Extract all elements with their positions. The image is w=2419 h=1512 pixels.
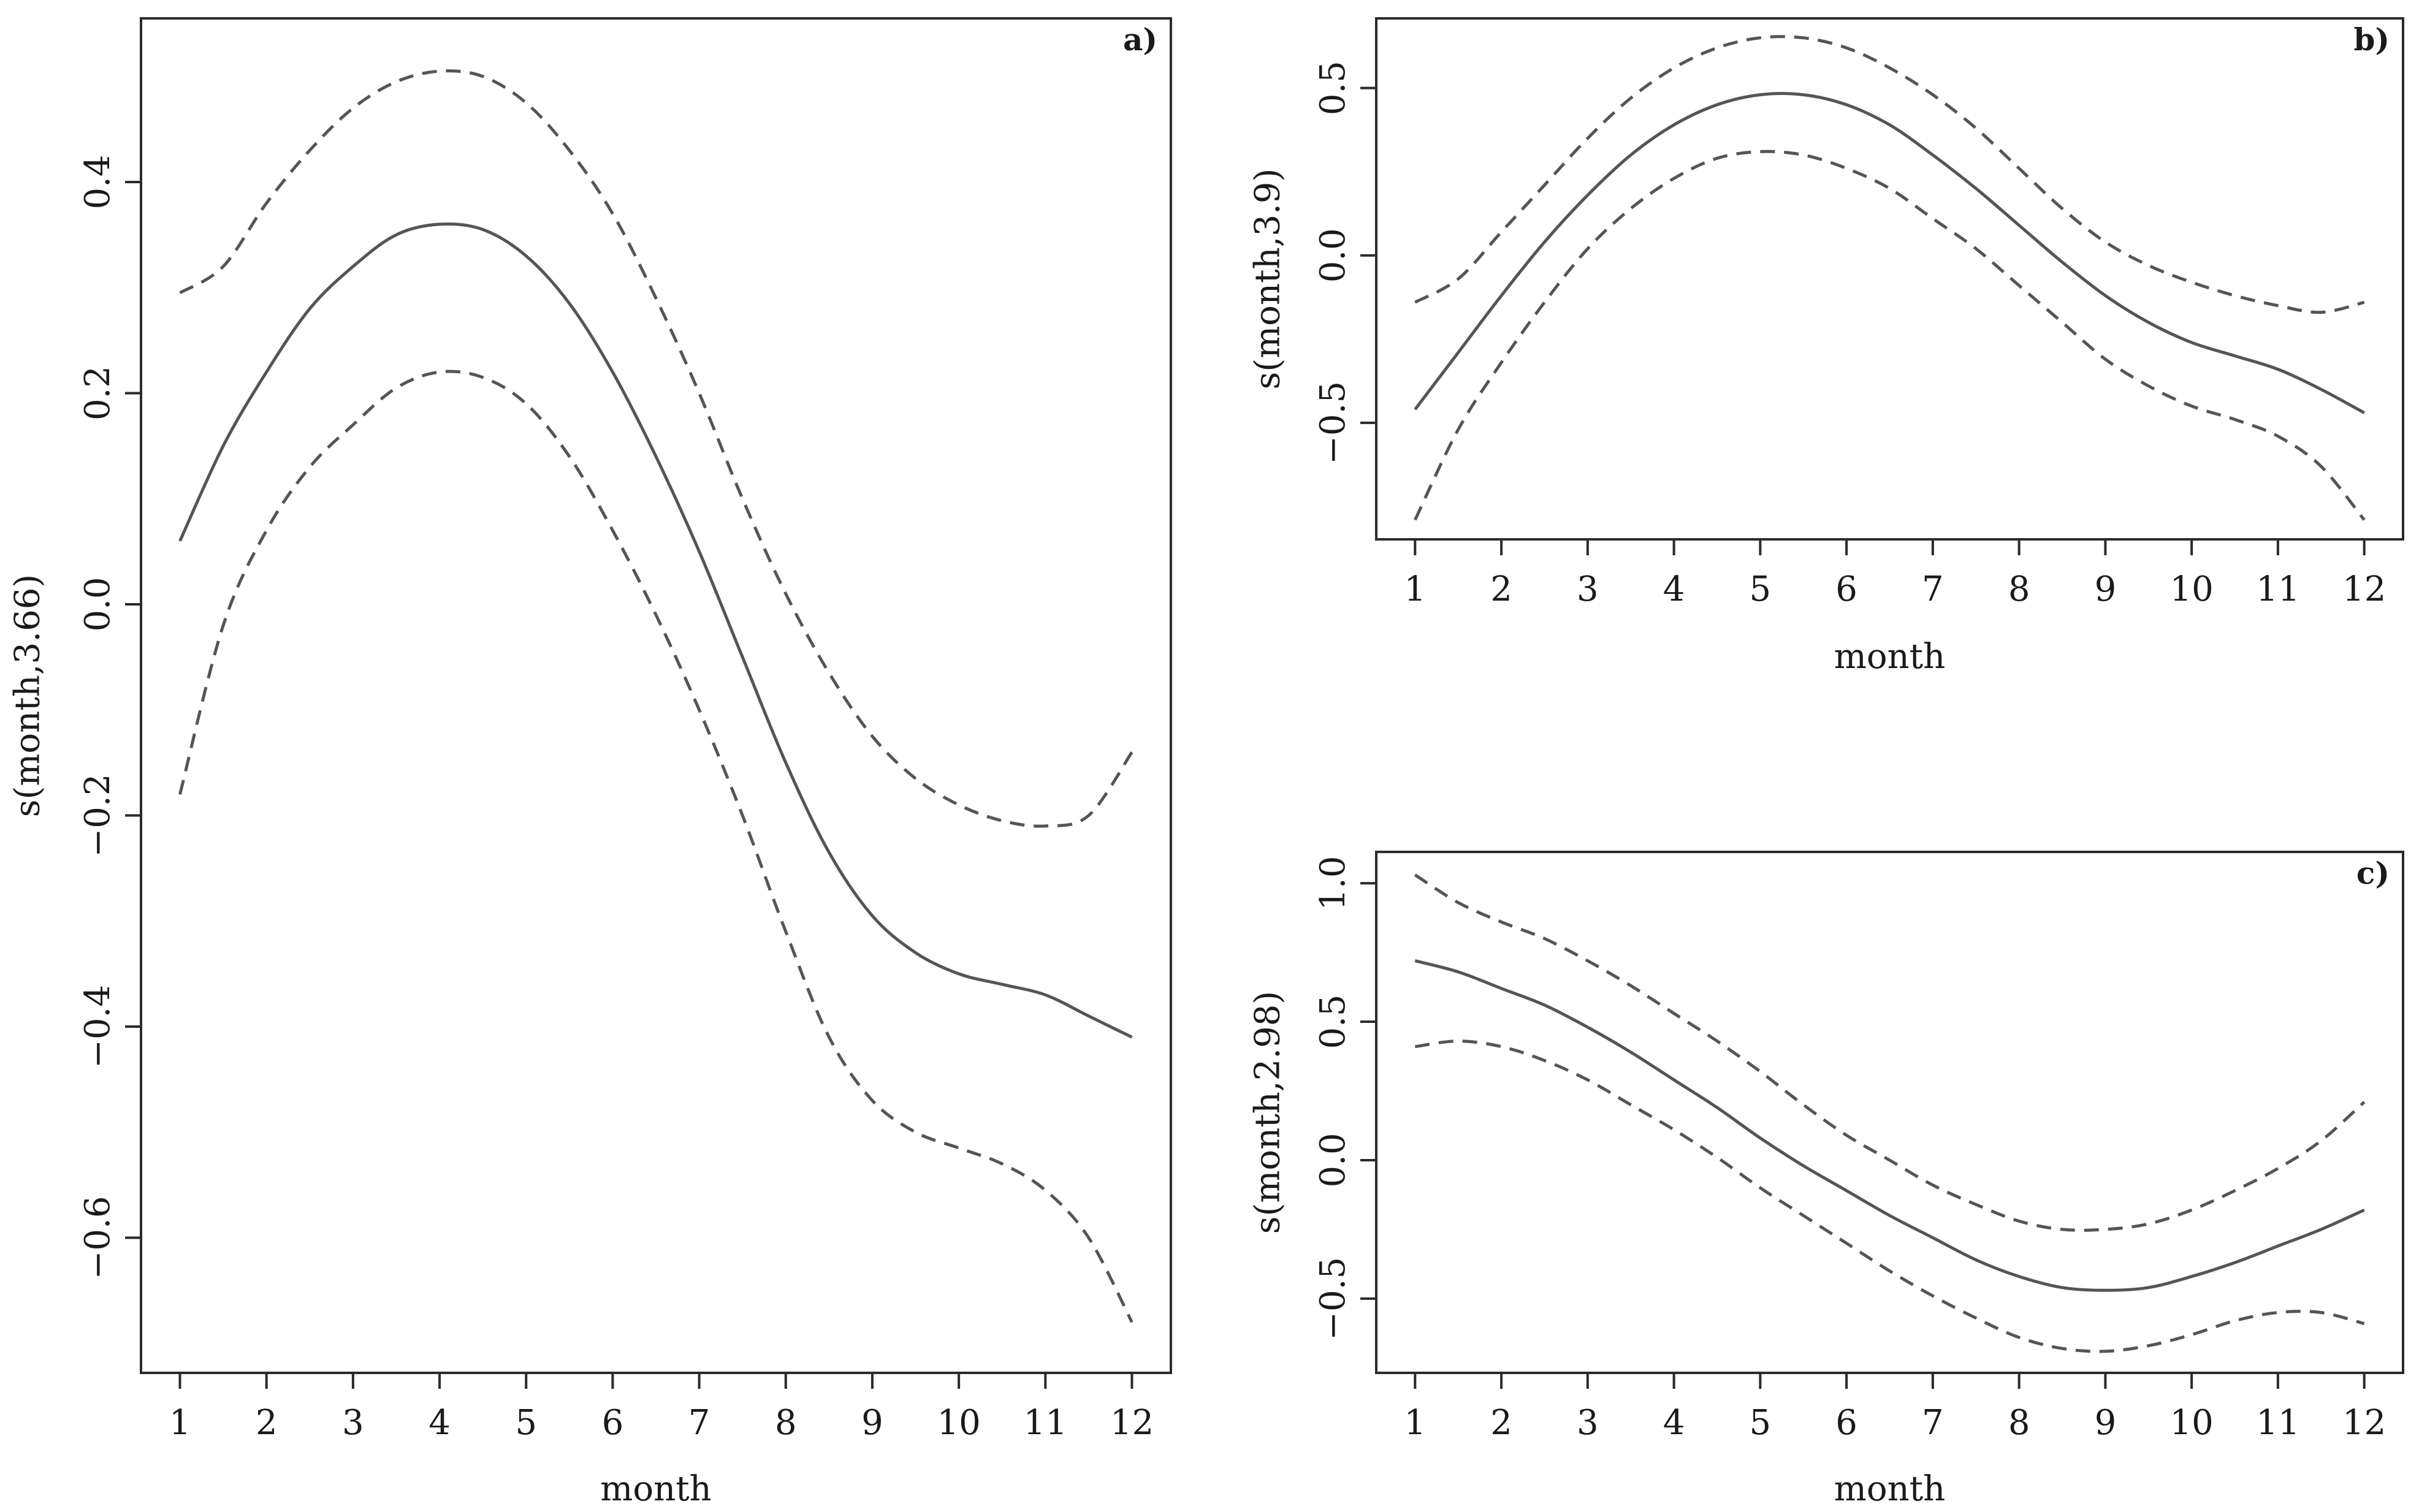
y-tick-label: −0.5 — [1313, 381, 1353, 465]
x-tick-label: 11 — [1024, 1403, 1067, 1443]
y-axis-title: s(month,2.98) — [1248, 991, 1288, 1234]
x-tick-label: 6 — [1835, 1403, 1857, 1443]
x-tick-label: 4 — [1663, 1403, 1685, 1443]
x-tick-label: 2 — [256, 1403, 278, 1443]
x-tick-label: 11 — [2256, 569, 2299, 609]
series-lower-line — [1414, 1039, 2365, 1353]
x-tick-label: 5 — [1750, 1403, 1772, 1443]
x-tick-label: 12 — [2342, 569, 2386, 609]
x-tick-label: 10 — [937, 1403, 980, 1443]
panel-label: b) — [2353, 21, 2390, 58]
x-tick-label: 6 — [1835, 569, 1857, 609]
x-tick-label: 7 — [1922, 569, 1944, 609]
x-tick-label: 1 — [169, 1403, 191, 1443]
series-upper-line — [1414, 35, 2365, 314]
series-lower-line — [178, 370, 1133, 1323]
y-axis-title: s(month,3.66) — [8, 574, 48, 817]
y-tick-label: −0.5 — [1313, 1257, 1353, 1340]
y-tick-label: −0.4 — [78, 985, 118, 1068]
x-tick-label: 7 — [688, 1403, 710, 1443]
x-tick-label: 9 — [861, 1403, 883, 1443]
series-lower-line — [1414, 150, 2366, 521]
x-axis-title: month — [600, 1469, 711, 1509]
x-tick-label: 5 — [1750, 569, 1772, 609]
series-fit-line — [1414, 959, 2365, 1292]
x-tick-label: 3 — [1577, 569, 1599, 609]
x-tick-label: 5 — [515, 1403, 537, 1443]
series-fit-line — [178, 222, 1133, 1039]
x-tick-label: 1 — [1404, 569, 1427, 609]
plot-frame — [140, 17, 1172, 1374]
plot-frame — [1375, 17, 2404, 541]
x-tick-label: 12 — [1110, 1403, 1154, 1443]
x-axis-title: month — [1834, 637, 1945, 677]
series-upper-line — [179, 69, 1133, 828]
y-tick-label: 0.2 — [78, 366, 118, 420]
panel-label: c) — [2356, 855, 2390, 891]
x-tick-label: 2 — [1490, 1403, 1512, 1443]
y-tick-label: −0.2 — [78, 774, 118, 857]
series-upper-line — [1414, 873, 2366, 1232]
x-tick-label: 3 — [342, 1403, 364, 1443]
panel-a: a)1 2 3 4 5 6 7 8 9 10 11 12−0.6−0.4−0.20.00.20.4mo… — [8, 17, 1172, 1509]
y-tick-label: 1.0 — [1313, 856, 1353, 911]
x-tick-label: 1 — [1404, 1403, 1427, 1443]
x-tick-label: 10 — [2170, 569, 2214, 609]
x-tick-label: 6 — [602, 1403, 624, 1443]
x-tick-label: 9 — [2095, 569, 2117, 609]
x-axis-title: month — [1834, 1469, 1945, 1509]
panel-b: b)1 2 3 4 5 6 7 8 9 10 11 12−0.50.00.5months(month,… — [1248, 17, 2404, 677]
y-tick-label: −0.6 — [78, 1196, 118, 1280]
panel-label: a) — [1123, 21, 1157, 58]
y-tick-label: 0.0 — [1313, 228, 1353, 283]
x-tick-label: 2 — [1490, 569, 1512, 609]
y-tick-label: 0.0 — [1313, 1133, 1353, 1187]
x-tick-label: 11 — [2256, 1403, 2299, 1443]
x-tick-label: 4 — [429, 1403, 451, 1443]
y-tick-label: 0.5 — [1313, 994, 1353, 1049]
x-tick-label: 8 — [775, 1403, 797, 1443]
series-fit-line — [1414, 92, 2365, 414]
x-tick-label: 4 — [1663, 569, 1685, 609]
plot-frame — [1375, 851, 2404, 1374]
y-tick-label: 0.0 — [78, 577, 118, 631]
x-tick-label: 8 — [2008, 569, 2030, 609]
panel-c: c)1 2 3 4 5 6 7 8 9 10 11 12−0.50.00.51.0months(mon… — [1248, 851, 2404, 1509]
y-tick-label: 0.5 — [1313, 61, 1353, 115]
x-tick-label: 12 — [2342, 1403, 2386, 1443]
x-tick-label: 10 — [2170, 1403, 2214, 1443]
y-axis-title: s(month,3.9) — [1248, 169, 1288, 390]
x-tick-label: 8 — [2008, 1403, 2030, 1443]
x-tick-label: 7 — [1922, 1403, 1944, 1443]
y-tick-label: 0.4 — [78, 154, 118, 209]
x-tick-label: 9 — [2095, 1403, 2117, 1443]
x-tick-label: 3 — [1577, 1403, 1599, 1443]
